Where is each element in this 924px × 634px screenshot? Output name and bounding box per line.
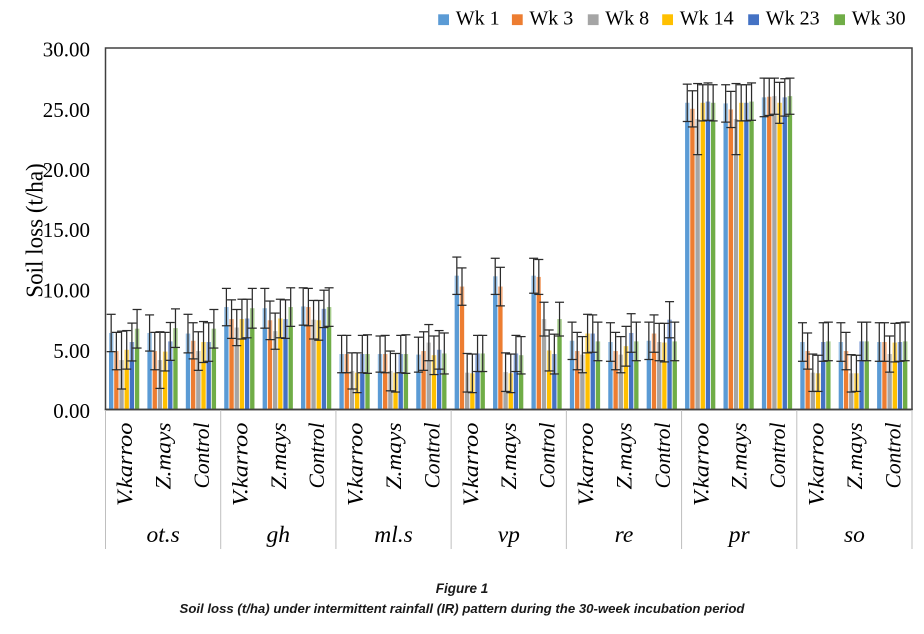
svg-text:V.karroo: V.karroo: [112, 423, 137, 507]
svg-text:V.karroo: V.karroo: [343, 423, 368, 507]
svg-text:so: so: [844, 522, 865, 548]
svg-text:0.00: 0.00: [53, 399, 90, 423]
svg-text:Control: Control: [535, 423, 560, 489]
svg-text:5.00: 5.00: [53, 339, 90, 363]
svg-text:Control: Control: [650, 423, 675, 489]
svg-text:ml.s: ml.s: [374, 522, 413, 548]
svg-text:Z.mays: Z.mays: [612, 422, 637, 489]
svg-text:30.00: 30.00: [43, 38, 90, 62]
svg-text:re: re: [615, 522, 634, 548]
svg-text:Z.mays: Z.mays: [151, 422, 176, 489]
svg-text:Figure 1: Figure 1: [436, 581, 489, 596]
svg-text:vp: vp: [498, 522, 520, 548]
svg-text:ot.s: ot.s: [146, 522, 179, 548]
svg-text:25.00: 25.00: [43, 98, 90, 122]
svg-text:gh: gh: [267, 522, 291, 548]
svg-text:Wk 23: Wk 23: [766, 8, 820, 30]
svg-text:pr: pr: [727, 522, 751, 548]
svg-text:Wk 14: Wk 14: [680, 8, 734, 30]
svg-text:V.karroo: V.karroo: [227, 423, 252, 507]
svg-text:15.00: 15.00: [43, 218, 90, 242]
svg-text:Control: Control: [419, 423, 444, 489]
svg-text:Soil loss (t/ha): Soil loss (t/ha): [23, 163, 49, 298]
svg-text:Z.mays: Z.mays: [727, 422, 752, 489]
svg-text:Control: Control: [304, 423, 329, 489]
svg-text:Z.mays: Z.mays: [266, 422, 291, 489]
svg-text:Wk 1: Wk 1: [456, 8, 500, 30]
svg-text:20.00: 20.00: [43, 158, 90, 182]
svg-text:Z.mays: Z.mays: [496, 422, 521, 489]
svg-text:V.karroo: V.karroo: [688, 423, 713, 507]
svg-text:Z.mays: Z.mays: [842, 422, 867, 489]
svg-text:Soil loss (t/ha) under intermi: Soil loss (t/ha) under intermittent rain…: [180, 601, 746, 616]
svg-text:V.karroo: V.karroo: [573, 423, 598, 507]
svg-text:Z.mays: Z.mays: [381, 422, 406, 489]
svg-text:Wk 30: Wk 30: [852, 8, 906, 30]
svg-text:Control: Control: [189, 423, 214, 489]
svg-text:V.karroo: V.karroo: [804, 423, 829, 507]
svg-text:10.00: 10.00: [43, 279, 90, 303]
svg-text:Control: Control: [880, 423, 905, 489]
svg-text:Wk 3: Wk 3: [529, 8, 573, 30]
svg-text:Control: Control: [765, 423, 790, 489]
svg-text:V.karroo: V.karroo: [458, 423, 483, 507]
svg-text:Wk 8: Wk 8: [605, 8, 649, 30]
